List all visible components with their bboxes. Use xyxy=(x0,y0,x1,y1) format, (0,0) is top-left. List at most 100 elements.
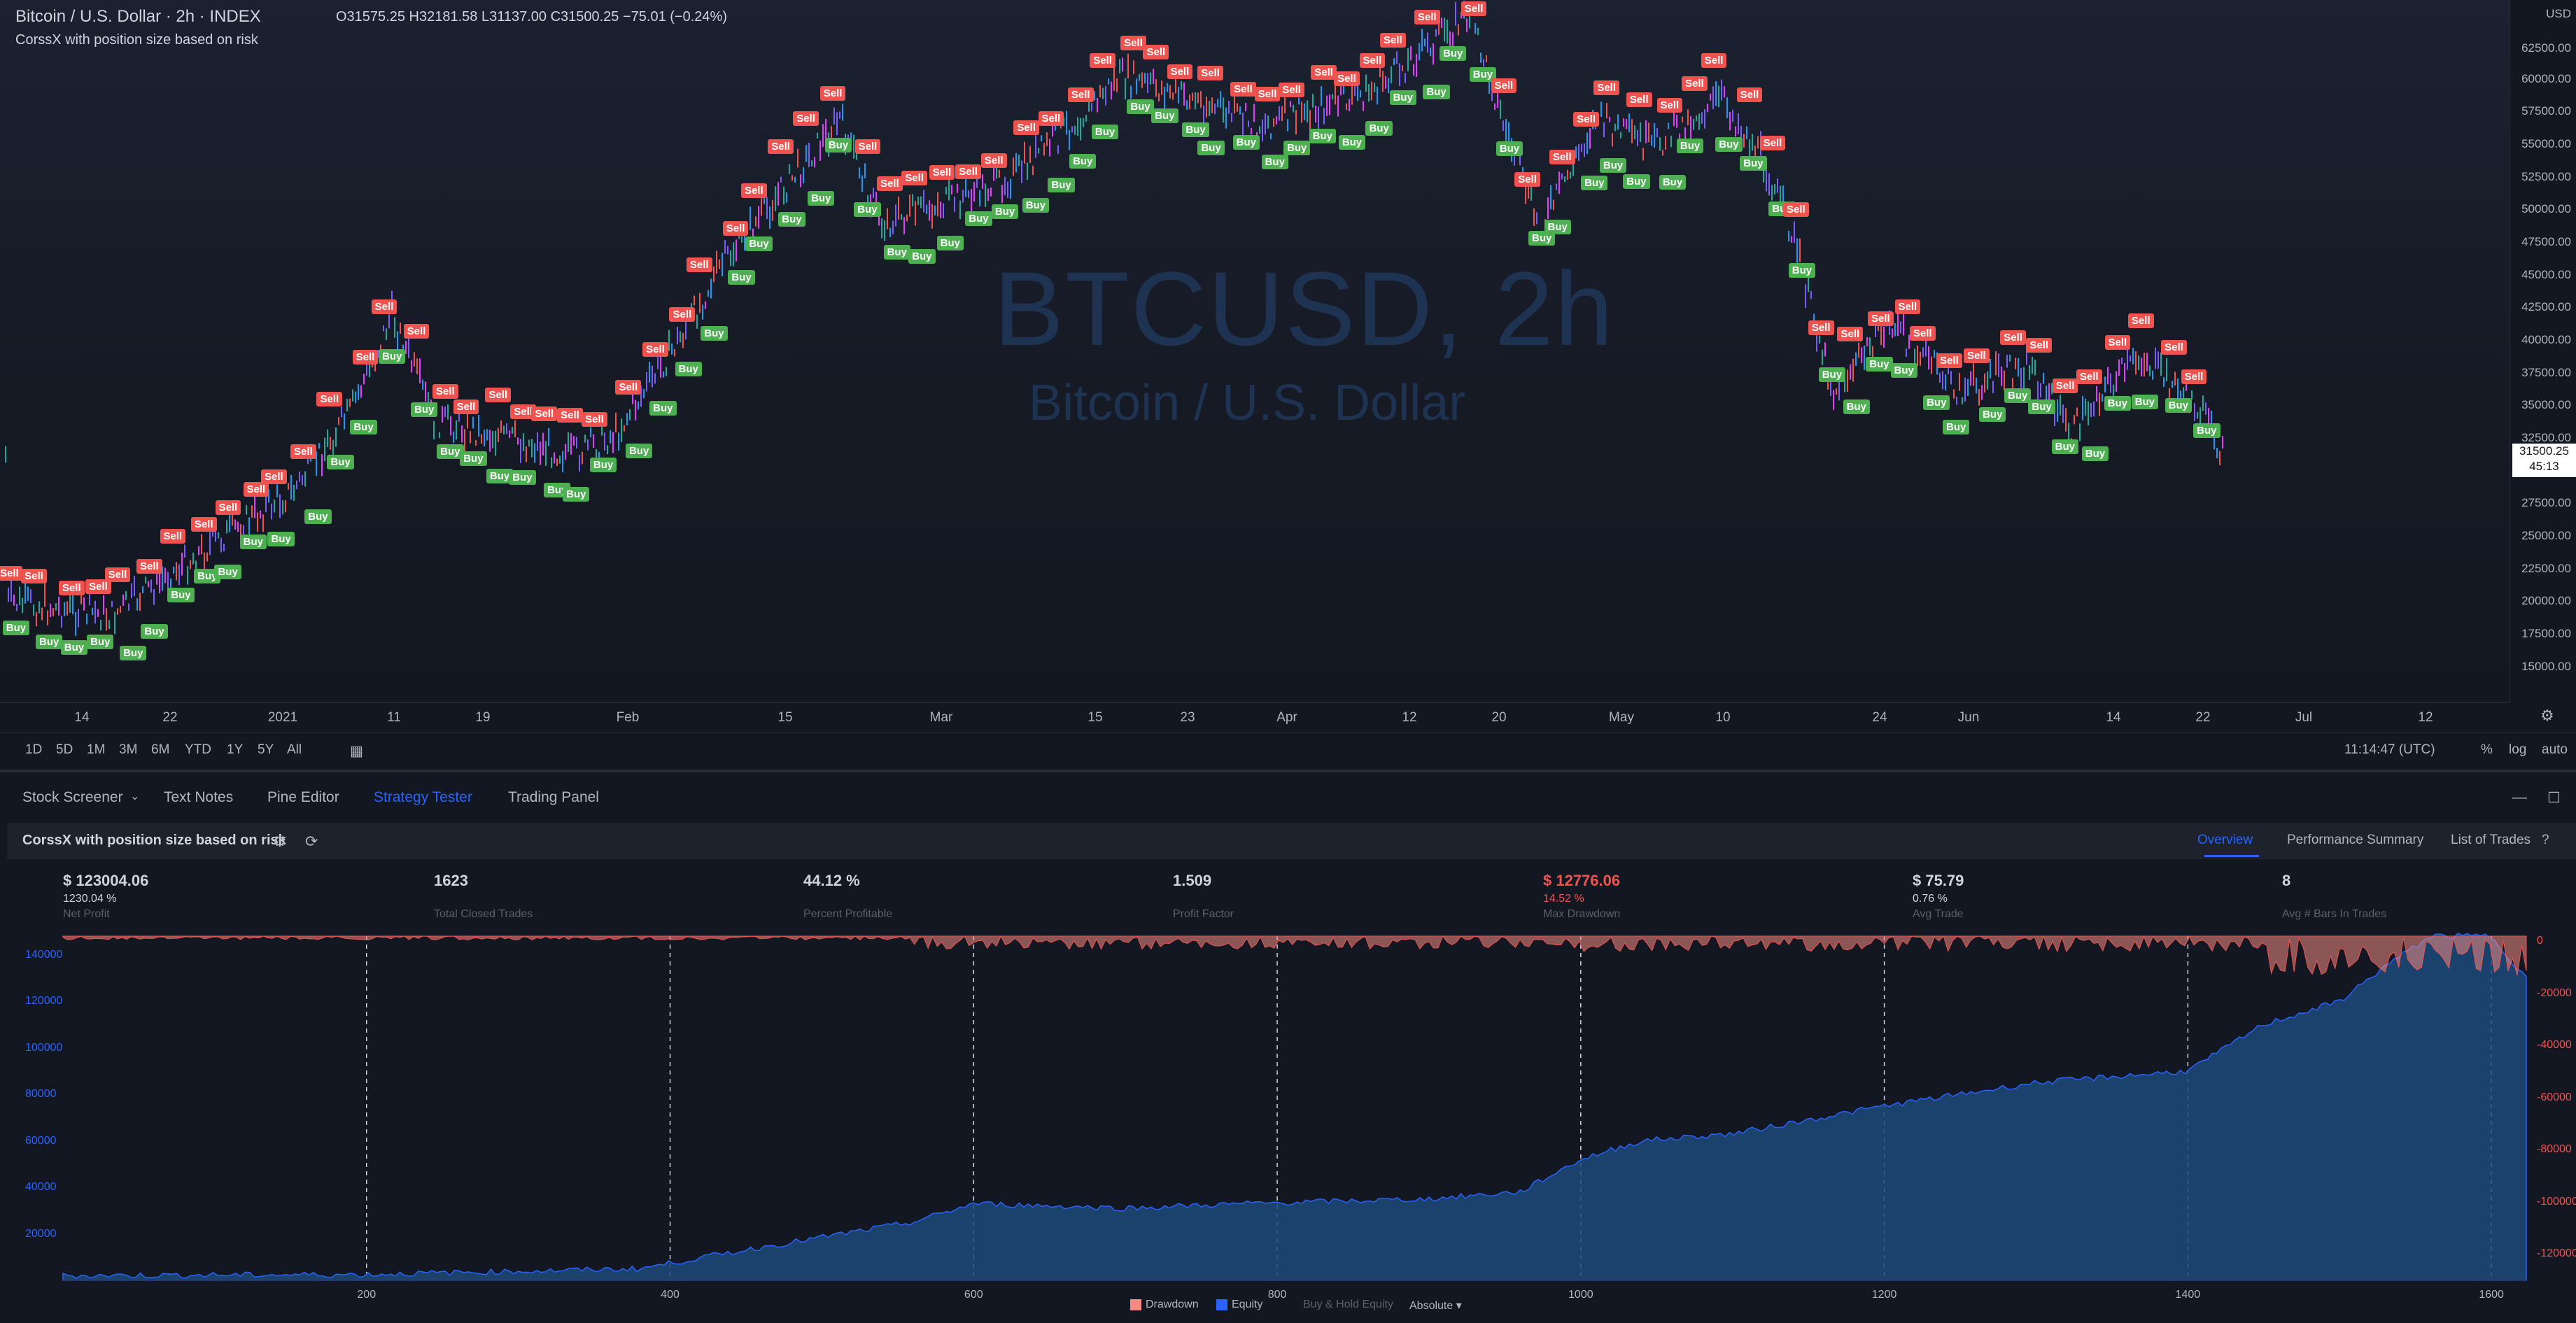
buy-marker: Buy xyxy=(509,470,536,486)
sell-marker: Sell xyxy=(1334,71,1360,86)
drawdown-axis-tick: -100000 xyxy=(2537,1195,2576,1208)
buy-marker: Buy xyxy=(1890,363,1917,378)
metric-percent: 14.52 % xyxy=(1543,893,1584,905)
range-button-all[interactable]: All xyxy=(287,742,302,757)
range-button-6m[interactable]: 6M xyxy=(151,742,170,757)
sell-marker: Sell xyxy=(453,399,479,415)
price-tick: 27500.00 xyxy=(2521,496,2571,509)
metric-value: 1.509 xyxy=(1173,872,1212,889)
sell-marker: Sell xyxy=(1197,65,1223,80)
price-tick: 40000.00 xyxy=(2521,333,2571,346)
time-axis[interactable]: 14 22 2021 11 19 Feb 15 Mar 15 23 Apr 12 20 May 10 24 Ju… xyxy=(0,702,2510,733)
clock[interactable]: 11:14:47 (UTC) xyxy=(2344,742,2435,757)
legend-drawdown[interactable]: Drawdown xyxy=(1130,1299,1199,1311)
price-tick: 57500.00 xyxy=(2521,104,2571,118)
sell-marker: Sell xyxy=(1759,135,1786,150)
tab-performance-summary[interactable]: Performance Summary xyxy=(2287,833,2424,847)
sell-marker: Sell xyxy=(980,153,1007,169)
gear-icon[interactable]: ⚙ xyxy=(2540,707,2554,724)
time-tick: Jul xyxy=(2295,710,2313,725)
help-icon[interactable]: ? xyxy=(2542,833,2549,847)
range-button-5y[interactable]: 5Y xyxy=(258,742,274,757)
maximize-icon[interactable]: ☐ xyxy=(2547,790,2561,806)
sell-marker: Sell xyxy=(1167,64,1193,80)
legend-buy-hold[interactable]: Buy & Hold Equity xyxy=(1303,1299,1393,1310)
tab-overview[interactable]: Overview xyxy=(2197,833,2253,847)
range-button-3m[interactable]: 3M xyxy=(119,742,138,757)
price-tick: 22500.00 xyxy=(2521,562,2571,575)
sell-marker: Sell xyxy=(160,528,186,544)
sell-marker: Sell xyxy=(1067,87,1094,102)
equity-area-series xyxy=(62,932,2527,1281)
sell-marker: Sell xyxy=(1254,87,1281,102)
buy-marker: Buy xyxy=(778,211,805,227)
legend-equity[interactable]: Equity xyxy=(1216,1299,1262,1311)
price-axis[interactable]: USD 62500.00 60000.00 57500.00 55000.00 5250… xyxy=(2510,0,2576,702)
metric-label: Net Profit xyxy=(63,908,110,920)
chevron-down-icon[interactable]: ⌄ xyxy=(130,791,140,802)
range-button-5d[interactable]: 5D xyxy=(56,742,73,757)
sell-marker: Sell xyxy=(0,566,22,581)
sell-marker: Sell xyxy=(1868,311,1894,326)
symbol-title[interactable]: Bitcoin / U.S. Dollar · 2h · INDEX xyxy=(15,7,261,26)
currency-label[interactable]: USD xyxy=(2546,7,2571,20)
buy-marker: Buy xyxy=(2104,395,2131,411)
strategy-header: CorssX with position size based on risk … xyxy=(7,823,2576,859)
equity-axis-tick: 120000 xyxy=(25,995,63,1007)
log-scale-button[interactable]: log xyxy=(2509,742,2527,757)
metric-avg-trade: $ 75.79 0.76 % Avg Trade xyxy=(1913,872,2262,921)
metric-label: Max Drawdown xyxy=(1543,908,1621,920)
time-tick: 22 xyxy=(162,710,178,725)
equity-chart[interactable]: 140000 120000 100000 80000 60000 40000 20000 0 -… xyxy=(0,931,2576,1320)
buy-marker: Buy xyxy=(701,325,728,341)
tab-trading-panel[interactable]: Trading Panel xyxy=(508,789,599,805)
price-chart[interactable]: BTCUSD, 2h Bitcoin / U.S. Dollar Sell Buy… xyxy=(0,0,2510,702)
buy-marker: Buy xyxy=(2165,397,2192,413)
symbol-watermark: BTCUSD, 2h xyxy=(994,250,1614,367)
buy-marker: Buy xyxy=(35,634,63,649)
tab-list-of-trades[interactable]: List of Trades xyxy=(2451,833,2531,847)
indicator-name[interactable]: CorssX with position size based on risk xyxy=(15,32,258,48)
metric-total-closed-trades: 1623 Total Closed Trades xyxy=(434,872,784,921)
refresh-icon[interactable]: ⟳ xyxy=(305,833,318,850)
sell-marker: Sell xyxy=(485,388,512,403)
metric-net-profit: $ 123004.06 1230.04 % Net Profit xyxy=(63,872,413,921)
auto-scale-button[interactable]: auto xyxy=(2542,742,2568,757)
sell-marker: Sell xyxy=(2181,369,2207,385)
tab-strategy-tester[interactable]: Strategy Tester xyxy=(374,789,472,805)
settings-icon[interactable]: ⚙ xyxy=(273,833,287,850)
price-tick: 60000.00 xyxy=(2521,72,2571,85)
sell-marker: Sell xyxy=(1380,32,1406,48)
bar-countdown: 45:13 xyxy=(2529,460,2559,473)
tab-stock-screener[interactable]: Stock Screener xyxy=(22,789,123,805)
goto-date-icon[interactable]: ▦ xyxy=(350,744,363,759)
range-button-1m[interactable]: 1M xyxy=(87,742,106,757)
sell-marker: Sell xyxy=(1491,78,1517,93)
buy-marker: Buy xyxy=(379,348,406,364)
time-tick: 15 xyxy=(777,710,793,725)
tab-text-notes[interactable]: Text Notes xyxy=(164,789,234,805)
range-button-1y[interactable]: 1Y xyxy=(227,742,244,757)
price-tick: 52500.00 xyxy=(2521,170,2571,183)
price-tick: 55000.00 xyxy=(2521,137,2571,150)
sell-marker: Sell xyxy=(2127,313,2154,328)
buy-marker: Buy xyxy=(1069,154,1097,169)
metric-profit-factor: 1.509 Profit Factor xyxy=(1173,872,1523,921)
buy-marker: Buy xyxy=(194,568,221,583)
sell-marker: Sell xyxy=(1783,202,1809,218)
minimize-icon[interactable]: — xyxy=(2512,789,2527,805)
time-tick: May xyxy=(1609,710,1634,725)
range-button-1d[interactable]: 1D xyxy=(25,742,43,757)
absolute-dropdown[interactable]: Absolute ▾ xyxy=(1409,1300,1462,1312)
time-tick: 22 xyxy=(2195,710,2211,725)
time-tick: Feb xyxy=(616,710,640,725)
buy-marker: Buy xyxy=(214,565,241,580)
range-button-ytd[interactable]: YTD xyxy=(185,742,211,757)
sell-marker: Sell xyxy=(316,392,343,407)
sell-marker: Sell xyxy=(1656,98,1683,113)
price-tick: 17500.00 xyxy=(2521,627,2571,640)
equity-axis-tick: 140000 xyxy=(25,948,63,961)
percent-scale-button[interactable]: % xyxy=(2481,742,2493,757)
tab-pine-editor[interactable]: Pine Editor xyxy=(267,789,339,805)
time-tick: 14 xyxy=(2106,710,2121,725)
